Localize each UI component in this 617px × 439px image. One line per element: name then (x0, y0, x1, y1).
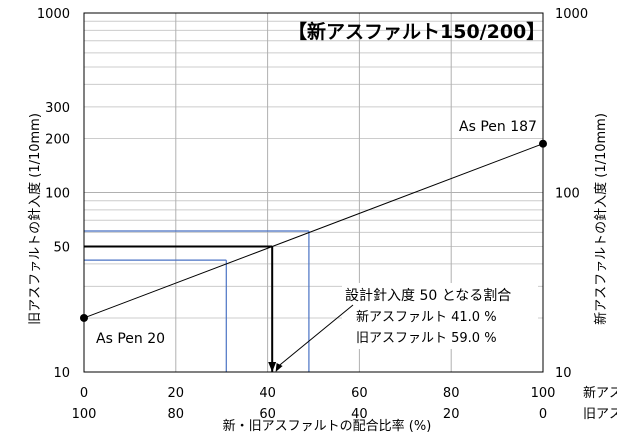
tick-labels: 0100208040606040802010001050100200300100… (37, 7, 588, 422)
x-tick-label-new: 60 (351, 386, 368, 401)
x-tick-label-new: 40 (259, 386, 276, 401)
x-tick-label-new: 80 (443, 386, 460, 401)
x-tick-label-new: 0 (80, 386, 88, 401)
y-tick-label-left: 200 (45, 132, 70, 147)
annotation-background (342, 283, 538, 349)
annotation-line-3: 旧アスファルト 59.0 % (356, 331, 497, 346)
series-line (83, 143, 544, 319)
x-tick-label-old: 40 (351, 407, 368, 422)
x-tick-label-old: 0 (539, 407, 547, 422)
annotation: 設計針入度 50 となる割合 新アスファルト 41.0 % 旧アスファルト 59… (342, 283, 538, 349)
y-tick-label-right: 1000 (555, 7, 588, 22)
point-label-end: As Pen 187 (459, 119, 537, 135)
y-tick-label-right: 100 (555, 187, 580, 202)
x-tick-label-new: 100 (531, 386, 556, 401)
annotation-line-1: 設計針入度 50 となる割合 (345, 287, 511, 304)
x-row-old-label: 旧アス (583, 407, 617, 422)
y-tick-label-left: 300 (45, 101, 70, 116)
guide-lines (84, 230, 310, 372)
x-tick-label-old: 20 (443, 407, 460, 422)
grid (84, 13, 543, 372)
annotation-arrowhead (275, 363, 283, 372)
y-tick-label-left: 10 (53, 366, 70, 381)
x-axis-label: 新・旧アスファルトの配合比率 (%) (223, 418, 432, 434)
series (80, 139, 547, 322)
y-axis-left-label: 旧アスファルトの針入度 (1/10mm) (27, 113, 43, 325)
annotation-arrow (278, 304, 354, 367)
y-axis-right-label: 新アスファルトの針入度 (1/10mm) (593, 113, 609, 325)
y-tick-label-left: 100 (45, 187, 70, 202)
x-tick-label-old: 60 (259, 407, 276, 422)
y-tick-label-left: 1000 (37, 7, 70, 22)
chart-title: 【新アスファルト150/200】 (288, 20, 545, 43)
x-row-new-label: 新アス (583, 385, 617, 401)
x-tick-label-old: 100 (72, 407, 97, 422)
y-tick-label-left: 50 (53, 241, 70, 256)
x-tick-label-old: 80 (168, 407, 185, 422)
point-label-start: As Pen 20 (96, 331, 165, 347)
arrows (268, 304, 354, 372)
design-arrowhead (268, 362, 277, 372)
annotation-line-2: 新アスファルト 41.0 % (356, 309, 497, 325)
plot-frame (83, 12, 544, 373)
x-tick-label-new: 20 (168, 386, 185, 401)
y-tick-label-right: 10 (555, 366, 572, 381)
